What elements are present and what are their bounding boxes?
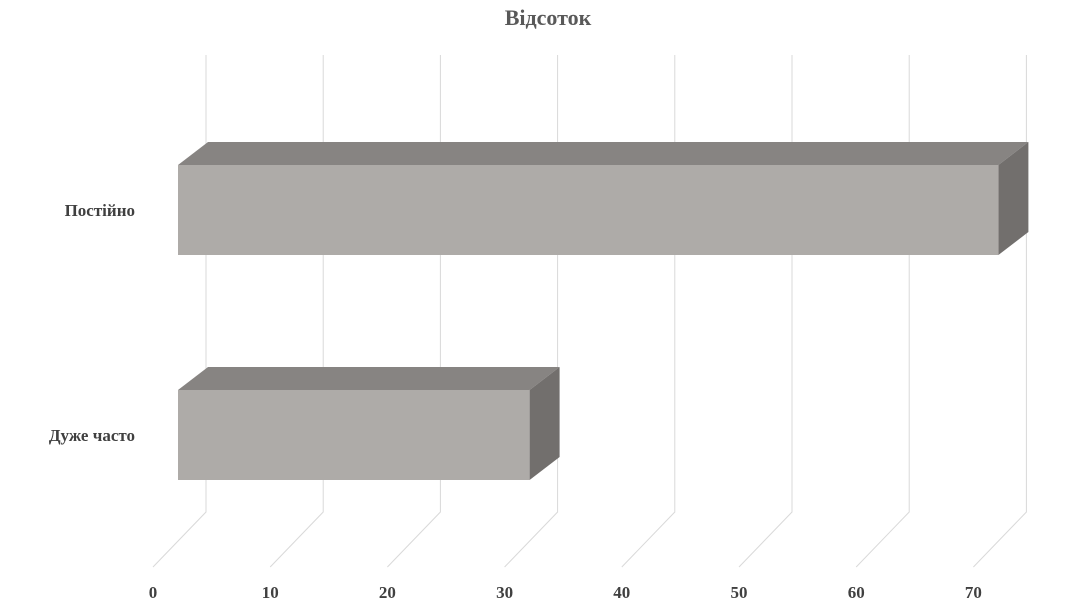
x-tick-label: 60	[848, 583, 865, 602]
bar	[178, 367, 560, 480]
x-tick-label: 50	[731, 583, 748, 602]
gridline	[973, 55, 1027, 568]
bar-side-face	[998, 142, 1029, 255]
bar	[178, 142, 1029, 255]
x-tick-label: 30	[496, 583, 513, 602]
x-tick-label: 40	[613, 583, 630, 602]
gridline	[855, 55, 910, 568]
gridline	[738, 55, 793, 568]
x-tick-label: 70	[965, 583, 982, 602]
bar-top-face	[178, 142, 1029, 165]
gridline	[621, 55, 676, 568]
category-label: Дуже часто	[49, 426, 135, 445]
x-axis-tick-labels: 0 10 20 30 40 50 60 70	[149, 583, 982, 602]
x-tick-label: 0	[149, 583, 158, 602]
gridline	[152, 55, 207, 568]
category-label: Постійно	[65, 201, 135, 220]
bar-front-face	[178, 165, 999, 255]
bar-side-face	[529, 367, 560, 480]
gridline	[269, 55, 324, 568]
category-labels: Постійно Дуже часто	[49, 201, 135, 445]
gridline	[504, 55, 559, 568]
gridlines	[152, 55, 1027, 568]
x-tick-label: 20	[379, 583, 396, 602]
bar-top-face	[178, 367, 560, 390]
bar-front-face	[178, 390, 530, 480]
gridline	[387, 55, 441, 568]
chart-title: Відсоток	[505, 5, 592, 30]
x-tick-label: 10	[262, 583, 279, 602]
bars	[178, 142, 1029, 480]
